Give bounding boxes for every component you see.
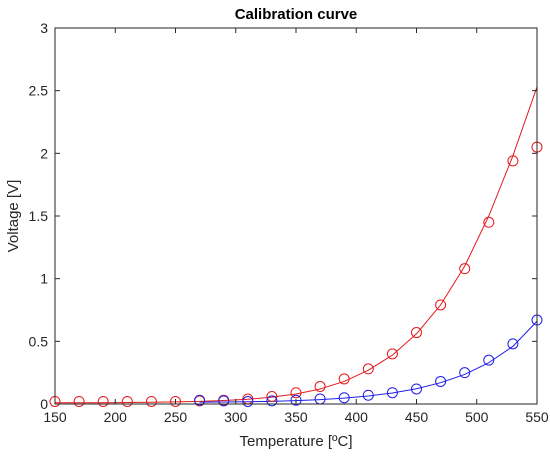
series-1-point [483, 216, 495, 228]
series-1-point [170, 395, 181, 407]
series-2-point [386, 387, 398, 399]
series-2-point [362, 389, 374, 401]
x-tick-label: 400 [345, 409, 369, 425]
series-2-fit-line [199, 320, 538, 403]
series-1-point [507, 155, 519, 167]
series-2-point [483, 354, 495, 366]
x-tick-label: 200 [104, 409, 128, 425]
y-tick-label: 2 [40, 145, 48, 161]
series-1-point [362, 363, 374, 375]
plot-area [55, 28, 537, 404]
fit-lines [55, 86, 538, 404]
series-1-point [290, 387, 302, 399]
y-axis-ticks: 0 0.5 1 1.5 2 2.5 3 [29, 20, 537, 412]
y-tick-label: 2.5 [29, 83, 49, 99]
series-2-point [411, 383, 422, 395]
series-2-point [218, 395, 230, 407]
chart-title: Calibration curve [235, 6, 358, 23]
series-1-point [121, 395, 133, 407]
x-axis-label: Temperature [ºC] [239, 433, 352, 450]
y-tick-label: 1.5 [29, 208, 49, 224]
y-tick-label: 0.5 [29, 333, 49, 349]
series-1-point [314, 380, 326, 392]
series-1-point [435, 299, 447, 311]
x-axis-ticks: 150 200 250 300 350 400 450 500 550 [43, 28, 549, 425]
series-1-point [411, 327, 422, 339]
x-tick-label: 300 [224, 409, 248, 425]
x-tick-label: 550 [525, 409, 549, 425]
series-2-point [459, 367, 471, 379]
series-1-point [459, 263, 471, 275]
x-tick-label: 350 [284, 409, 308, 425]
series-2-point [507, 338, 519, 350]
series-2-point [266, 395, 278, 407]
x-tick-label: 150 [43, 409, 67, 425]
series-1-point [266, 390, 278, 402]
series-1-point [338, 373, 350, 385]
x-tick-label: 450 [405, 409, 429, 425]
series-2-point [194, 394, 206, 406]
x-tick-label: 250 [164, 409, 188, 425]
y-tick-label: 3 [40, 20, 48, 36]
series-2-point [290, 394, 302, 406]
series-1-point [97, 395, 109, 407]
series-1-point [386, 348, 398, 360]
x-tick-label: 500 [465, 409, 489, 425]
series-1-point [73, 395, 85, 407]
y-tick-label: 0 [40, 396, 48, 412]
series-2-point [338, 392, 350, 404]
y-tick-label: 1 [40, 271, 48, 287]
series-2-point [435, 375, 447, 387]
series-1-fit-line [55, 86, 538, 404]
y-axis-label: Voltage [V] [5, 180, 22, 253]
series-1-point [145, 395, 157, 407]
series-2-point [242, 395, 254, 407]
